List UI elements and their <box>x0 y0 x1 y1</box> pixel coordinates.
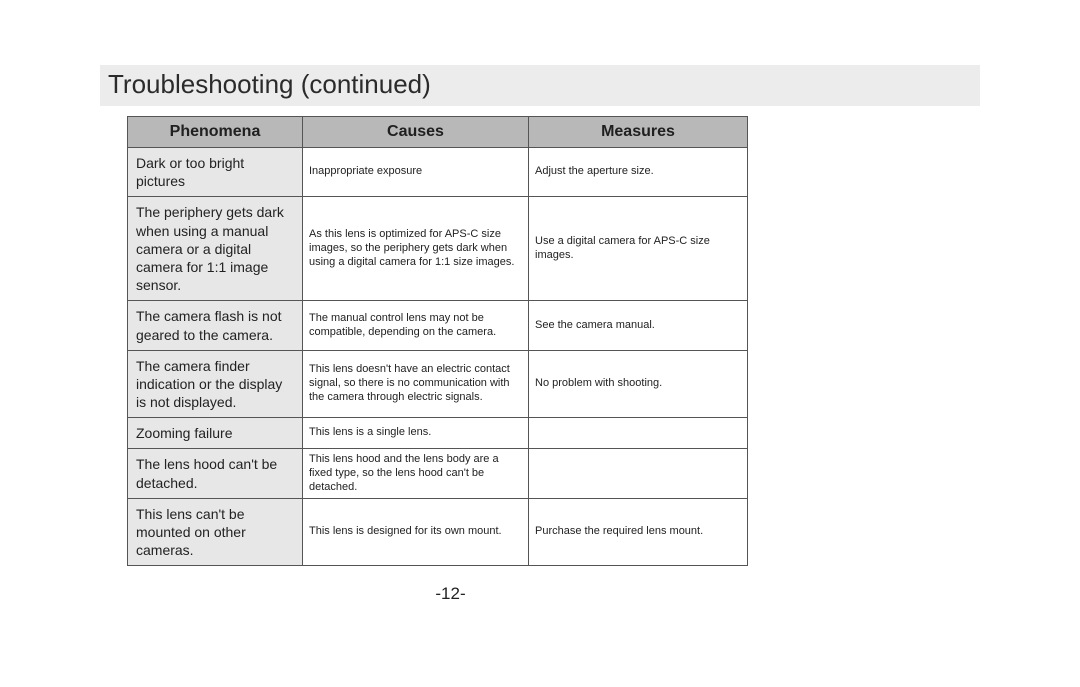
cell-phenomena: The lens hood can't be detached. <box>128 449 303 498</box>
cell-measures <box>529 418 748 449</box>
table-row: This lens can't be mounted on other came… <box>128 498 748 566</box>
cell-measures: See the camera manual. <box>529 301 748 350</box>
col-header-causes: Causes <box>303 117 529 148</box>
table-row: Dark or too bright pictures Inappropriat… <box>128 148 748 197</box>
page-number: -12- <box>127 584 747 604</box>
table-container: Phenomena Causes Measures Dark or too br… <box>100 116 980 604</box>
cell-measures <box>529 449 748 498</box>
table-header-row: Phenomena Causes Measures <box>128 117 748 148</box>
cell-phenomena: The camera flash is not geared to the ca… <box>128 301 303 350</box>
table-row: Zooming failure This lens is a single le… <box>128 418 748 449</box>
cell-phenomena: This lens can't be mounted on other came… <box>128 498 303 566</box>
page-title: Troubleshooting (continued) <box>108 69 972 100</box>
cell-causes: This lens doesn't have an electric conta… <box>303 350 529 418</box>
cell-measures: Adjust the aperture size. <box>529 148 748 197</box>
title-bar: Troubleshooting (continued) <box>100 65 980 106</box>
cell-causes: This lens hood and the lens body are a f… <box>303 449 529 498</box>
cell-causes: The manual control lens may not be compa… <box>303 301 529 350</box>
document-page: Troubleshooting (continued) Phenomena Ca… <box>0 0 1080 604</box>
cell-measures: Use a digital camera for APS-C size imag… <box>529 197 748 301</box>
cell-causes: This lens is designed for its own mount. <box>303 498 529 566</box>
cell-phenomena: The camera finder indication or the disp… <box>128 350 303 418</box>
table-row: The camera finder indication or the disp… <box>128 350 748 418</box>
cell-phenomena: The periphery gets dark when using a man… <box>128 197 303 301</box>
cell-causes: Inappropriate exposure <box>303 148 529 197</box>
table-row: The lens hood can't be detached. This le… <box>128 449 748 498</box>
cell-causes: This lens is a single lens. <box>303 418 529 449</box>
cell-measures: No problem with shooting. <box>529 350 748 418</box>
col-header-measures: Measures <box>529 117 748 148</box>
troubleshooting-table: Phenomena Causes Measures Dark or too br… <box>127 116 748 566</box>
cell-phenomena: Zooming failure <box>128 418 303 449</box>
table-row: The periphery gets dark when using a man… <box>128 197 748 301</box>
cell-measures: Purchase the required lens mount. <box>529 498 748 566</box>
col-header-phenomena: Phenomena <box>128 117 303 148</box>
cell-phenomena: Dark or too bright pictures <box>128 148 303 197</box>
table-row: The camera flash is not geared to the ca… <box>128 301 748 350</box>
cell-causes: As this lens is optimized for APS-C size… <box>303 197 529 301</box>
